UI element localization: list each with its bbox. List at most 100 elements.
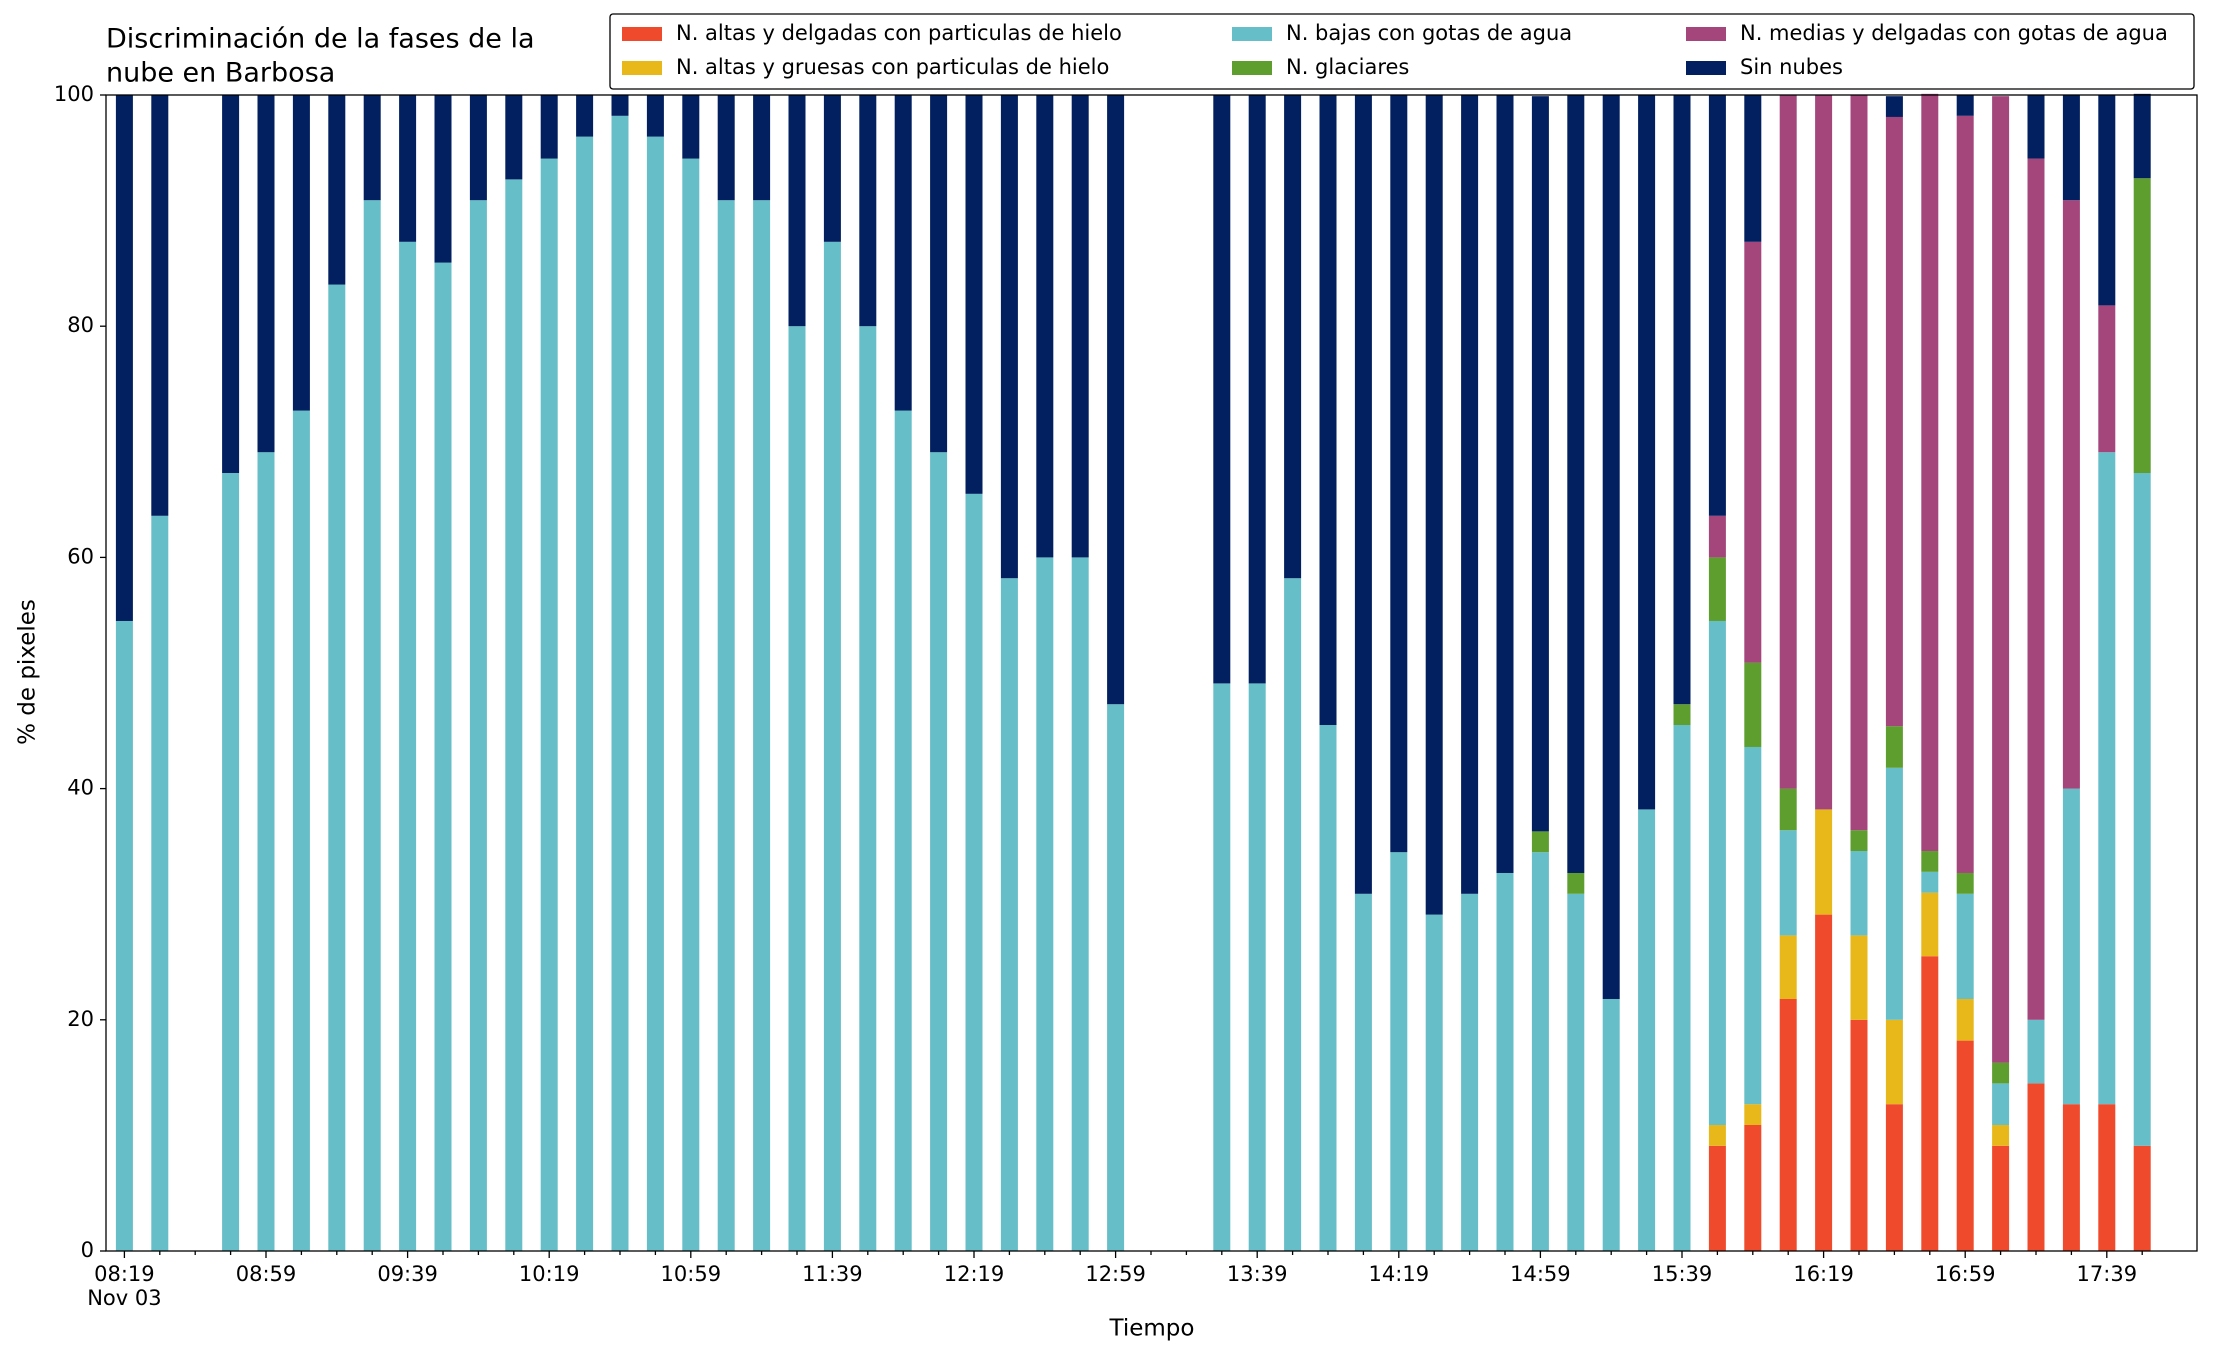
bar-segment [222,95,240,474]
x-tick-label: 16:19 [1793,1262,1854,1286]
bar-segment [753,95,771,201]
bar-segment [1921,93,1939,852]
bar-segment [1921,851,1939,872]
bar-segment [859,326,877,1251]
bar-segment [1708,1145,1726,1251]
bar-segment [2098,1104,2116,1251]
x-tick-label: 15:39 [1652,1262,1713,1286]
bar-segment [2062,200,2080,789]
legend-swatch [622,27,662,41]
y-tick-label: 20 [67,1007,94,1031]
bar-segment [1921,956,1939,1251]
chart-title: Discriminación de la fases de la [106,24,535,55]
bar-segment [1036,557,1054,1251]
bar-segment [1956,1040,1974,1251]
bar-segment [1425,914,1443,1251]
bar-segment [2062,95,2080,201]
x-tick-label: 14:19 [1369,1262,1430,1286]
bar-segment [717,95,735,201]
bar-segment [1284,95,1302,579]
bar-segment [1708,1124,1726,1146]
bar-segment [1744,95,1762,242]
y-tick-label: 60 [67,544,94,568]
legend-label: N. bajas con gotas de agua [1286,21,1572,45]
bar-segment [894,95,912,411]
chart-title: nube en Barbosa [106,58,335,89]
bar-segment [1815,809,1833,915]
bar-segment [1213,95,1231,684]
legend-label: Sin nubes [1740,55,1843,79]
bar-segment [1921,892,1939,957]
bar-segment [1567,872,1585,894]
bar-segment [434,95,452,263]
bar-segment [788,95,806,327]
bar-segment [434,262,452,1251]
legend-label: N. altas y delgadas con particulas de hi… [676,21,1122,45]
bar-segment [1850,1019,1868,1251]
bar-segment [894,410,912,1251]
bar-segment [363,95,381,201]
x-tick-label: 16:59 [1935,1262,1996,1286]
bar-segment [1036,95,1054,558]
bar-segment [1744,1124,1762,1251]
bar-segment [1744,662,1762,747]
x-tick-label: 11:39 [802,1262,863,1286]
bar-segment [1779,998,1797,1251]
bar-segment [646,95,664,137]
bar-segment [2098,452,2116,1105]
bar-segment [363,200,381,1251]
bar-segment [930,95,948,453]
y-axis-label: % de pixeles [15,599,41,745]
bar-segment [2027,158,2045,1020]
y-tick-label: 100 [54,82,94,106]
bar-segment [1779,830,1797,936]
bar-segment [1779,935,1797,999]
bar-segment [1496,872,1514,1251]
legend-swatch [1686,61,1726,75]
bar-segment [1992,1145,2010,1251]
bar-segment [1673,725,1691,1251]
bar-segment [1956,893,1974,999]
bar-segment [1850,830,1868,852]
bar-segment [1992,1062,2010,1084]
bar-segment [292,410,310,1251]
bar-segment [2027,1019,2045,1084]
bar-segment [399,241,417,1251]
bar-segment [2062,788,2080,1105]
bar-segment [1390,852,1408,1251]
bar-segment [1602,95,1620,999]
bar-segment [1213,683,1231,1251]
bar-segment [1390,95,1408,853]
bar-segment [1567,95,1585,873]
x-tick-label: 10:19 [519,1262,580,1286]
bar-segment [1779,788,1797,831]
bar-segment [115,620,133,1251]
bar-segment [115,95,133,621]
bar-segment [1284,578,1302,1251]
bar-segment [2062,1104,2080,1251]
bar-segment [611,95,629,116]
bar-segment [1850,95,1868,831]
bar-segment [1248,683,1266,1251]
bar-segment [1638,809,1656,1251]
bar-segment [1425,95,1443,915]
bar-segment [328,95,346,285]
bar-segment [753,200,771,1251]
bar-segment [1708,95,1726,516]
bar-segment [1531,96,1549,832]
bar-segment [1744,1104,1762,1125]
bar-segment [1885,767,1903,1020]
bar-segment [611,115,629,1252]
x-tick-label: 14:59 [1510,1262,1571,1286]
bar-segment [1000,95,1018,579]
bar-segment [1744,241,1762,663]
bar-segment [328,284,346,1252]
bar-segment [257,452,275,1252]
bar-segment [2133,178,2151,474]
bar-segment [965,493,983,1251]
x-tick-label: 10:59 [661,1262,722,1286]
bar-segment [1850,851,1868,936]
bar-segment [646,136,664,1252]
x-axis-label: Tiempo [1109,1316,1195,1342]
bar-segment [788,326,806,1251]
